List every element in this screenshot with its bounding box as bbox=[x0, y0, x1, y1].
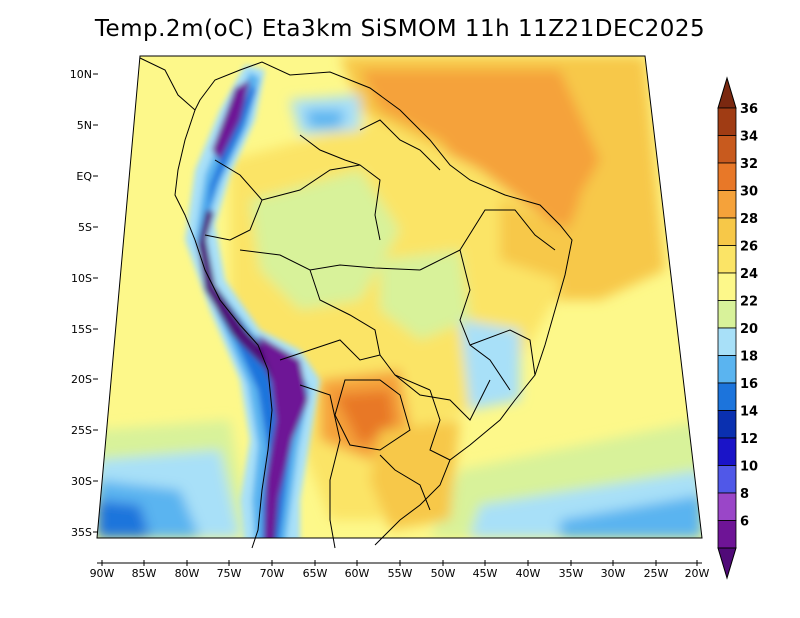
lat-label-35s: 35S bbox=[71, 526, 92, 539]
colorbar-label: 8 bbox=[740, 487, 749, 502]
lon-label-65w: 65W bbox=[303, 567, 328, 580]
colorbar-swatch bbox=[717, 245, 737, 274]
colorbar-swatch bbox=[717, 437, 737, 466]
colorbar-top-triangle bbox=[717, 76, 737, 109]
lon-label-90w: 90W bbox=[90, 567, 115, 580]
colorbar-swatch bbox=[717, 520, 737, 549]
temperature-field bbox=[97, 56, 702, 538]
colorbar-label: 34 bbox=[740, 130, 758, 145]
colorbar-swatch bbox=[717, 465, 737, 494]
colorbar-label: 12 bbox=[740, 432, 758, 447]
lat-label-30s: 30S bbox=[71, 475, 92, 488]
colorbar-label: 14 bbox=[740, 405, 758, 420]
lon-label-85w: 85W bbox=[132, 567, 157, 580]
colorbar-swatch bbox=[717, 355, 737, 384]
colorbar-swatch bbox=[717, 217, 737, 246]
lon-label-30w: 30W bbox=[601, 567, 626, 580]
lat-label-5s: 5S bbox=[78, 221, 92, 234]
colorbar-bottom-triangle bbox=[717, 547, 737, 580]
lon-label-80w: 80W bbox=[175, 567, 200, 580]
domain-outline bbox=[96, 55, 703, 539]
lon-label-50w: 50W bbox=[431, 567, 456, 580]
colorbar-swatch bbox=[717, 162, 737, 191]
colorbar-swatch bbox=[717, 492, 737, 521]
colorbar-swatch bbox=[717, 272, 737, 301]
lon-label-45w: 45W bbox=[473, 567, 498, 580]
colorbar-label: 18 bbox=[740, 350, 758, 365]
colorbar-swatch bbox=[717, 300, 737, 329]
map-title: Temp.2m(oC) Eta3km SiSMOM 11h 11Z21DEC20… bbox=[94, 16, 706, 42]
colorbar-swatch bbox=[717, 190, 737, 219]
lat-label-20s: 20S bbox=[71, 373, 92, 386]
lat-label-25s: 25S bbox=[71, 424, 92, 437]
lat-label-15s: 15S bbox=[71, 323, 92, 336]
lon-label-20w: 20W bbox=[685, 567, 710, 580]
lon-label-35w: 35W bbox=[559, 567, 584, 580]
colorbar-label: 36 bbox=[740, 102, 758, 117]
colorbar-swatch bbox=[717, 382, 737, 411]
colorbar-swatch bbox=[717, 107, 737, 136]
colorbar-label: 32 bbox=[740, 157, 758, 172]
colorbar-label: 30 bbox=[740, 185, 758, 200]
colorbar-label: 26 bbox=[740, 240, 758, 255]
colorbar-label: 16 bbox=[740, 377, 758, 392]
colorbar-label: 10 bbox=[740, 460, 758, 475]
colorbar-label: 28 bbox=[740, 212, 758, 227]
colorbar-swatch bbox=[717, 410, 737, 439]
colorbar-label: 6 bbox=[740, 515, 749, 530]
colorbar: 36 34 32 30 28 26 24 22 20 18 16 14 12 10 8 6 bbox=[717, 76, 758, 580]
lon-label-55w: 55W bbox=[388, 567, 413, 580]
country-borders bbox=[139, 57, 573, 549]
lon-label-25w: 25W bbox=[644, 567, 669, 580]
longitude-axis: 90W 85W 80W 75W 70W 65W 60W 55W 50W 45W … bbox=[90, 560, 710, 580]
lat-label-10s: 10S bbox=[71, 272, 92, 285]
colorbar-label: 20 bbox=[740, 322, 758, 337]
colorbar-label: 22 bbox=[740, 295, 758, 310]
lon-label-70w: 70W bbox=[260, 567, 285, 580]
latitude-axis: 10N 5N EQ 5S 10S 15S 20S 25S 30S 35S bbox=[70, 68, 98, 539]
colorbar-label: 24 bbox=[740, 267, 758, 282]
lat-label-10n: 10N bbox=[70, 68, 92, 81]
lon-label-40w: 40W bbox=[516, 567, 541, 580]
lat-label-5n: 5N bbox=[77, 119, 92, 132]
colorbar-swatch bbox=[717, 135, 737, 164]
lon-label-75w: 75W bbox=[217, 567, 242, 580]
lon-label-60w: 60W bbox=[345, 567, 370, 580]
colorbar-swatch bbox=[717, 327, 737, 356]
lat-label-eq: EQ bbox=[76, 170, 92, 183]
